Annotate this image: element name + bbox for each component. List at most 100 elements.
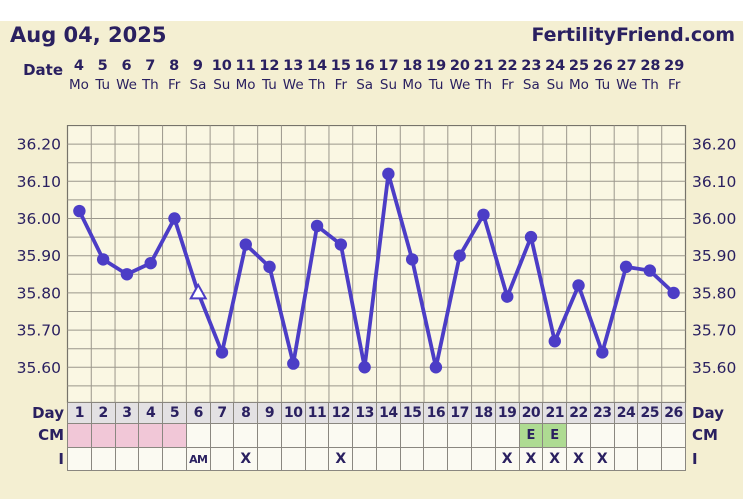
date-number: 21 [473, 58, 494, 74]
cm-cell[interactable] [589, 424, 614, 447]
temp-dot [643, 264, 657, 277]
day-number: 10 [284, 405, 303, 421]
y-tick-left: 35.90 [17, 247, 61, 265]
cm-cell[interactable] [399, 424, 424, 447]
intercourse-mark: X [549, 451, 561, 467]
intercourse-mark: X [596, 451, 608, 467]
intercourse-cell[interactable] [471, 448, 495, 470]
intercourse-cell[interactable] [423, 448, 447, 470]
date-number: 17 [378, 58, 399, 74]
intercourse-cell[interactable] [257, 448, 281, 470]
intercourse-cell[interactable] [613, 448, 638, 470]
day-cell[interactable]: 16 [423, 403, 447, 423]
intercourse-cell[interactable] [162, 448, 186, 470]
day-cell[interactable]: 8 [233, 403, 257, 423]
cm-cell[interactable] [138, 424, 163, 447]
day-cell[interactable]: 12 [328, 403, 352, 423]
day-cell[interactable]: 21 [542, 403, 566, 423]
cm-cell[interactable] [471, 424, 495, 447]
day-number: 22 [569, 405, 588, 421]
day-cell[interactable]: 25 [637, 403, 661, 423]
cm-cell[interactable] [68, 424, 91, 447]
date-number: 12 [259, 58, 280, 74]
intercourse-cell[interactable] [114, 448, 139, 470]
day-cell[interactable]: 24 [613, 403, 638, 423]
intercourse-cell[interactable]: X [542, 448, 566, 470]
intercourse-cell[interactable] [138, 448, 162, 470]
intercourse-cell[interactable] [637, 448, 661, 470]
adjusted-temp-marker [189, 282, 208, 300]
cm-cell[interactable] [613, 424, 638, 447]
day-cell[interactable]: 1 [68, 403, 91, 423]
cm-cell[interactable] [447, 424, 471, 447]
cm-cell[interactable] [162, 424, 186, 447]
intercourse-cell[interactable] [90, 448, 115, 470]
day-cell[interactable]: 20 [518, 403, 543, 423]
intercourse-cell[interactable] [375, 448, 400, 470]
intercourse-cell[interactable]: X [589, 448, 614, 470]
intercourse-cell[interactable] [447, 448, 471, 470]
day-cell[interactable]: 19 [494, 403, 519, 423]
intercourse-cell[interactable] [304, 448, 329, 470]
intercourse-cell[interactable]: X [233, 448, 257, 470]
intercourse-cell[interactable] [209, 448, 234, 470]
day-cell[interactable]: 13 [352, 403, 376, 423]
cm-cell[interactable] [280, 424, 305, 447]
intercourse-cell[interactable]: X [494, 448, 519, 470]
day-cell[interactable]: 17 [447, 403, 471, 423]
intercourse-mark: X [501, 451, 513, 467]
cm-cell[interactable] [209, 424, 234, 447]
cm-cell[interactable] [185, 424, 210, 447]
day-cell[interactable]: 2 [90, 403, 115, 423]
cm-cell[interactable]: E [518, 424, 543, 447]
cm-cell[interactable] [423, 424, 447, 447]
intercourse-cell[interactable]: X [328, 448, 352, 470]
intercourse-cell[interactable]: X [518, 448, 543, 470]
day-number: 24 [616, 405, 636, 421]
cm-cell[interactable] [304, 424, 329, 447]
day-number: 16 [426, 405, 446, 421]
intercourse-cell[interactable] [68, 448, 91, 470]
day-cell[interactable]: 26 [661, 403, 685, 423]
day-cell[interactable]: 14 [375, 403, 400, 423]
day-cell[interactable]: 11 [304, 403, 329, 423]
intercourse-cell[interactable]: X [566, 448, 590, 470]
intercourse-cell[interactable] [661, 448, 685, 470]
day-cell[interactable]: 22 [566, 403, 590, 423]
intercourse-cell[interactable] [399, 448, 424, 470]
temp-dot [120, 268, 134, 281]
day-cell[interactable]: 5 [162, 403, 186, 423]
cm-cell[interactable] [637, 424, 661, 447]
day-number: 26 [664, 405, 683, 421]
day-cell[interactable]: 4 [138, 403, 162, 423]
weekday-label: Tu [595, 77, 611, 93]
day-cell[interactable]: 15 [399, 403, 424, 423]
intercourse-cell[interactable] [280, 448, 305, 470]
day-cell[interactable]: 3 [114, 403, 139, 423]
day-cell[interactable]: 9 [257, 403, 281, 423]
cm-cell[interactable] [328, 424, 352, 447]
y-tick-right: 35.60 [692, 359, 736, 377]
day-cell[interactable]: 23 [589, 403, 614, 423]
brand-link[interactable]: FertilityFriend.com [531, 24, 735, 46]
cm-row-label-right: CM [692, 426, 718, 444]
cm-cell[interactable] [90, 424, 115, 447]
cm-cell[interactable] [114, 424, 139, 447]
day-cell[interactable]: 6 [185, 403, 210, 423]
cm-cell[interactable] [352, 424, 376, 447]
cm-cell[interactable] [233, 424, 257, 447]
cm-cell[interactable] [661, 424, 685, 447]
cm-cell[interactable] [257, 424, 281, 447]
day-cell[interactable]: 7 [209, 403, 234, 423]
cm-cell[interactable]: E [542, 424, 567, 447]
cm-cell[interactable] [566, 424, 590, 447]
weekday-label: We [116, 77, 137, 93]
intercourse-cell[interactable] [352, 448, 376, 470]
cm-cell[interactable] [494, 424, 519, 447]
cm-cell[interactable] [375, 424, 400, 447]
intercourse-cell[interactable]: AM [185, 448, 210, 470]
day-cell[interactable]: 18 [471, 403, 495, 423]
day-cell[interactable]: 10 [280, 403, 305, 423]
temp-dot [453, 249, 466, 262]
temp-dot [168, 212, 181, 225]
